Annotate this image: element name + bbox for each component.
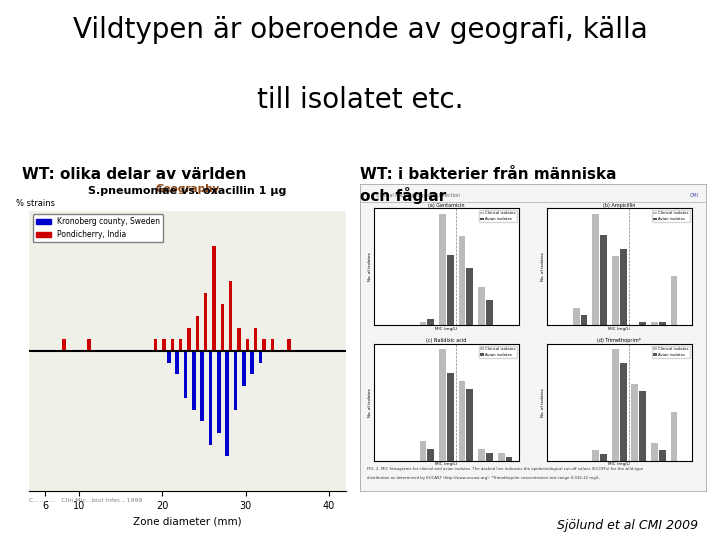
Bar <box>467 268 473 325</box>
Bar <box>200 351 204 421</box>
Bar <box>651 322 658 325</box>
Bar <box>209 351 212 444</box>
Bar <box>258 351 262 363</box>
Bar <box>639 391 646 461</box>
Bar <box>176 351 179 374</box>
Text: CMI: CMI <box>690 193 698 198</box>
Bar <box>612 349 618 461</box>
Bar <box>428 449 434 461</box>
Bar <box>459 236 465 325</box>
Bar <box>670 412 678 461</box>
X-axis label: Zone diameter (mm): Zone diameter (mm) <box>133 517 241 526</box>
Bar <box>486 453 492 461</box>
Text: Geography: Geography <box>155 184 220 194</box>
Title: (d) Trimethoprim*: (d) Trimethoprim* <box>597 338 642 343</box>
X-axis label: MIC (mg/L): MIC (mg/L) <box>435 327 458 330</box>
Title: (c) Nalidixic acid: (c) Nalidixic acid <box>426 338 467 343</box>
Bar <box>573 308 580 325</box>
Bar <box>220 304 224 351</box>
Bar <box>242 351 246 386</box>
Bar <box>420 322 426 325</box>
Bar <box>87 339 91 351</box>
Text: WT: i bakterier från människa
och fåglar: WT: i bakterier från människa och fåglar <box>360 167 616 204</box>
Bar <box>467 389 473 461</box>
Bar <box>179 339 182 351</box>
Bar <box>246 339 249 351</box>
Bar <box>62 339 66 351</box>
Bar <box>620 363 626 461</box>
Bar <box>593 450 599 461</box>
Legend: Kronoberg county, Sweden, Pondicherry, India: Kronoberg county, Sweden, Pondicherry, I… <box>32 214 163 242</box>
Bar <box>196 316 199 351</box>
Bar <box>593 214 599 325</box>
Bar <box>237 328 240 351</box>
Bar <box>184 351 187 398</box>
Bar <box>204 293 207 351</box>
Text: FIG. 2. MIC histograms for clinical and avian isolates. The dashed line indicate: FIG. 2. MIC histograms for clinical and … <box>367 467 643 471</box>
Text: till isolatet etc.: till isolatet etc. <box>257 86 463 114</box>
Bar <box>162 339 166 351</box>
Legend: Clinical isolates, Avian isolates: Clinical isolates, Avian isolates <box>652 210 690 222</box>
Bar <box>459 381 465 461</box>
Bar <box>420 441 426 461</box>
Bar <box>651 443 658 461</box>
Title: (b) Ampicillin: (b) Ampicillin <box>603 203 635 208</box>
Bar <box>659 322 665 325</box>
X-axis label: MIC (mg/L): MIC (mg/L) <box>608 327 631 330</box>
Bar <box>447 373 454 461</box>
Bar <box>167 351 171 363</box>
Text: % strains: % strains <box>16 199 55 208</box>
X-axis label: MIC (mg/L): MIC (mg/L) <box>608 462 631 466</box>
Bar <box>154 339 158 351</box>
Y-axis label: No. of isolates: No. of isolates <box>541 388 545 416</box>
Bar <box>612 255 618 325</box>
Text: WT: olika delar av världen: WT: olika delar av världen <box>22 167 246 183</box>
Bar <box>212 246 216 351</box>
Bar <box>659 450 665 461</box>
Legend: Clinical isolates, Avian isolates: Clinical isolates, Avian isolates <box>479 346 517 358</box>
Title: S.pneumoniae vs. oxacillin 1 µg: S.pneumoniae vs. oxacillin 1 µg <box>88 186 287 196</box>
Bar <box>486 300 492 325</box>
Bar <box>262 339 266 351</box>
Text: Vildtypen är oberoende av geografi, källa: Vildtypen är oberoende av geografi, käll… <box>73 16 647 44</box>
Text: Sjölund et al CMI 2009: Sjölund et al CMI 2009 <box>557 519 698 532</box>
Bar <box>505 457 513 461</box>
Bar <box>428 319 434 325</box>
Bar <box>251 351 254 374</box>
Title: (a) Gentamicin: (a) Gentamicin <box>428 203 464 208</box>
Bar <box>639 322 646 325</box>
Legend: Clinical isolates, Avian isolates: Clinical isolates, Avian isolates <box>479 210 517 222</box>
Bar <box>271 339 274 351</box>
Bar <box>192 351 196 409</box>
Bar <box>171 339 174 351</box>
Bar <box>600 454 607 461</box>
X-axis label: MIC (mg/L): MIC (mg/L) <box>435 462 458 466</box>
Bar <box>229 281 233 351</box>
Bar <box>670 276 678 325</box>
Text: distribution as determined by EUCAST (http://www.eucast.org). *Trimethoprim conc: distribution as determined by EUCAST (ht… <box>367 476 600 480</box>
Bar <box>225 351 229 456</box>
Y-axis label: No. of isolates: No. of isolates <box>369 252 372 281</box>
Bar <box>498 453 505 461</box>
Bar <box>287 339 291 351</box>
Bar <box>620 248 626 325</box>
Bar <box>478 287 485 325</box>
Bar <box>600 235 607 325</box>
Text: C......  ...   Clin Mic. .biol Infec., 1999: C...... ... Clin Mic. .biol Infec., 1999 <box>29 498 143 503</box>
Bar <box>187 328 191 351</box>
Y-axis label: No. of isolates: No. of isolates <box>369 388 372 416</box>
Bar <box>580 315 588 325</box>
Bar <box>254 328 257 351</box>
Bar <box>447 255 454 325</box>
Legend: Clinical isolates, Avian isolates: Clinical isolates, Avian isolates <box>652 346 690 358</box>
Bar <box>439 214 446 325</box>
Bar <box>439 349 446 461</box>
Bar <box>478 449 485 461</box>
Bar <box>234 351 237 409</box>
Bar <box>217 351 220 433</box>
Bar <box>631 384 638 461</box>
Text: 4    Clinical Microbiology and Infection: 4 Clinical Microbiology and Infection <box>367 193 460 198</box>
Y-axis label: No. of isolates: No. of isolates <box>541 252 545 281</box>
